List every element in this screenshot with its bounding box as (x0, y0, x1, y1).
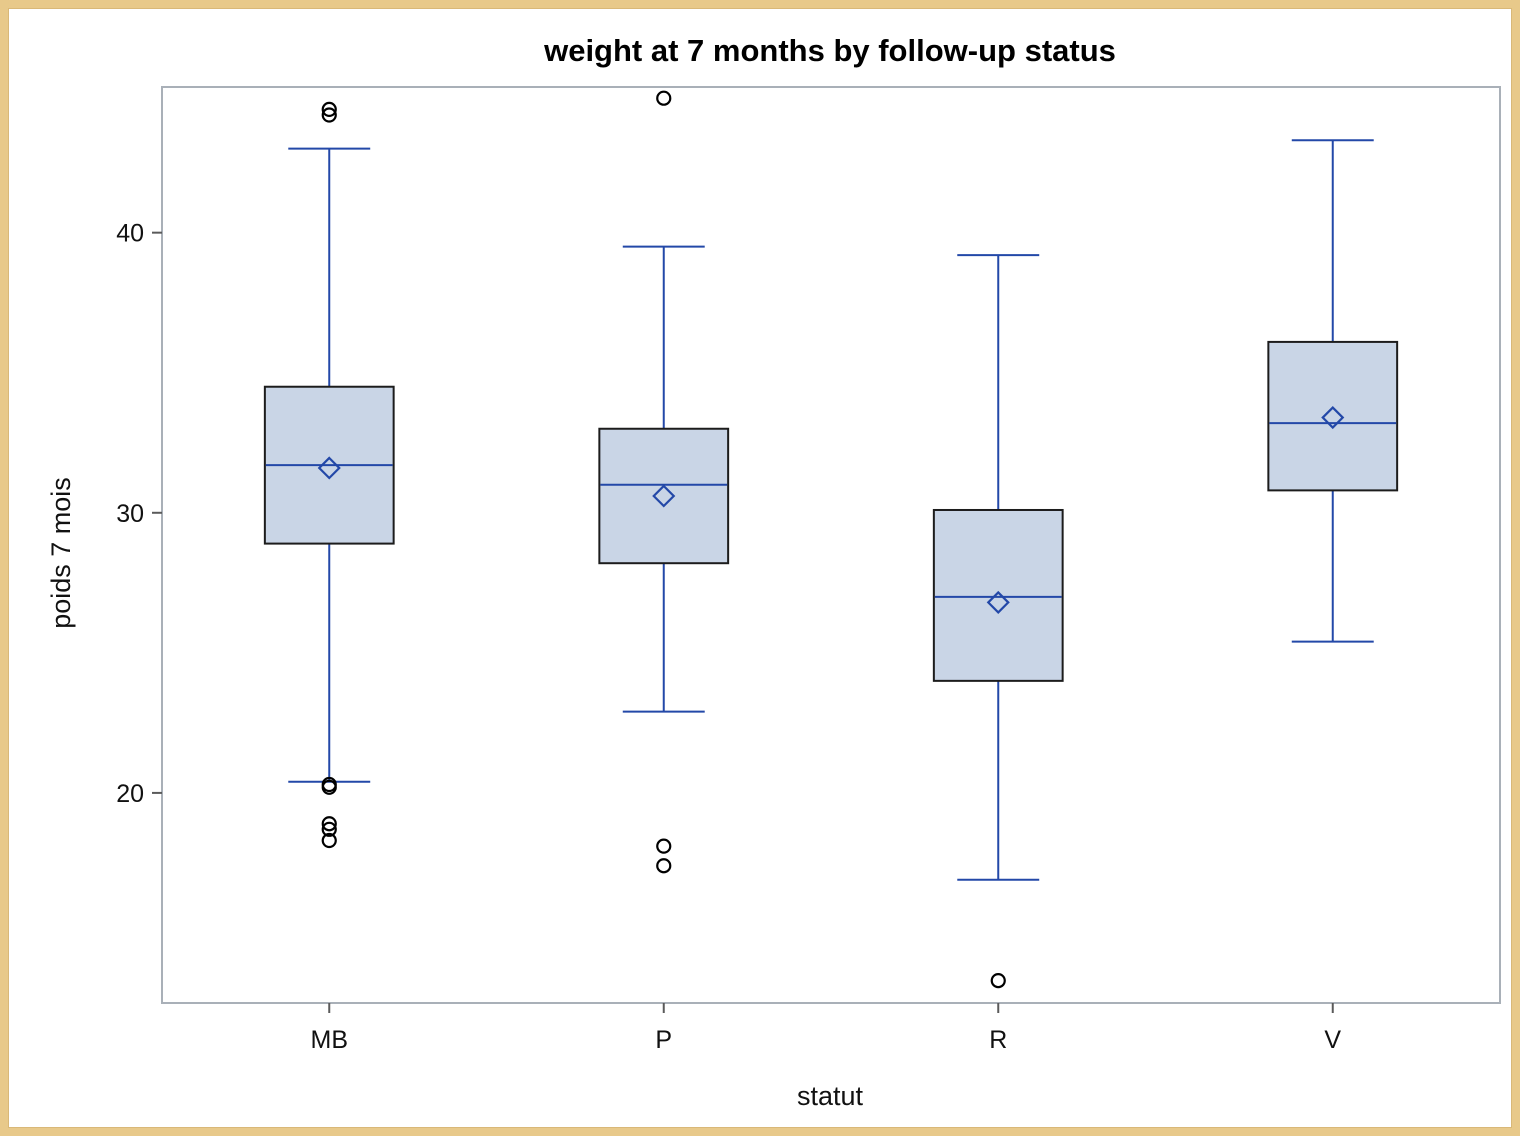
outlier-point (321, 776, 337, 793)
outlier-point (321, 832, 337, 849)
chart-title: weight at 7 months by follow-up status (543, 33, 1116, 68)
y-tick-label: 20 (116, 780, 144, 808)
mean-marker (986, 590, 1010, 614)
x-axis-label: statut (797, 1081, 864, 1111)
mean-marker (317, 456, 341, 480)
outlier-point (321, 101, 337, 118)
box-MB (263, 101, 395, 849)
x-tick-label: MB (311, 1026, 349, 1054)
outlier-point (656, 838, 672, 854)
iqr-box (932, 508, 1064, 682)
y-tick-label: 40 (116, 220, 144, 248)
x-tick-label: V (1324, 1026, 1341, 1054)
iqr-box (598, 427, 730, 565)
outlier-point (656, 90, 672, 106)
outlier-point (321, 107, 337, 123)
y-tick-label: 30 (116, 500, 144, 528)
x-axis: MB P R V (311, 1003, 1341, 1054)
x-tick-label: P (655, 1026, 672, 1054)
outlier-point (990, 972, 1006, 989)
box-plot: weight at 7 months by follow-up status 2… (46, 33, 1501, 1111)
box-R (932, 254, 1064, 989)
mean-marker (652, 484, 676, 508)
box-V (1267, 139, 1399, 643)
outlier-point (321, 816, 337, 832)
plot-area (161, 86, 1501, 1004)
y-axis-label: poids 7 mois (46, 477, 76, 629)
outlier-point (321, 821, 337, 837)
mean-marker (1321, 405, 1345, 430)
chart-frame: weight at 7 months by follow-up status 2… (9, 9, 1511, 1127)
outlier-point (656, 858, 672, 874)
iqr-box (1267, 340, 1399, 492)
x-tick-label: R (989, 1026, 1007, 1054)
boxes-group (263, 90, 1399, 989)
box-P (598, 90, 730, 874)
y-axis: 20 30 40 (116, 220, 162, 808)
